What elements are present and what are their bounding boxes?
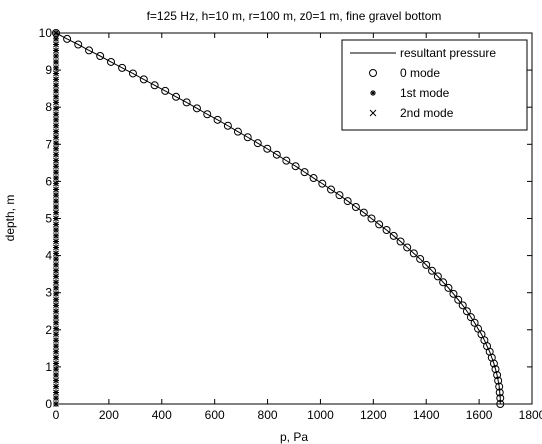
point-circle (327, 185, 336, 194)
y-tick-label: 2 (45, 323, 52, 337)
legend-label-mode0: 0 mode (400, 66, 440, 80)
x-tick-label: 1000 (307, 408, 334, 422)
point-circle (150, 81, 159, 90)
point-circle (309, 174, 318, 183)
legend-swatch-circle (369, 69, 377, 77)
x-axis-label: p, Pa (280, 430, 308, 444)
point-circle (335, 191, 344, 200)
x-tick-label: 800 (258, 408, 278, 422)
point-circle (272, 150, 281, 159)
point-circle (382, 226, 391, 235)
point-circle (496, 394, 505, 403)
series-0-mode (52, 29, 505, 408)
point-circle (389, 231, 398, 240)
legend-label-mode2: 2nd mode (400, 106, 454, 120)
point-circle (192, 104, 201, 113)
y-tick-label: 3 (45, 286, 52, 300)
point-circle (444, 283, 453, 292)
y-tick-label: 8 (45, 100, 52, 114)
y-tick-label: 5 (45, 212, 52, 226)
x-tick-label: 1400 (413, 408, 440, 422)
point-circle (454, 295, 463, 304)
legend-swatch-star (370, 90, 376, 96)
point-circle (491, 365, 500, 374)
point-circle (439, 278, 448, 287)
point-circle (422, 260, 431, 269)
y-tick-label: 9 (45, 63, 52, 77)
point-circle (223, 121, 232, 130)
y-tick-label: 1 (45, 360, 52, 374)
legend-label-mode1: 1st mode (400, 86, 450, 100)
x-tick-label: 1600 (466, 408, 493, 422)
x-tick-label: 200 (99, 408, 119, 422)
point-circle (161, 86, 170, 95)
point-circle (351, 202, 360, 211)
legend-label-resultant: resultant pressure (400, 46, 496, 60)
x-tick-label: 400 (152, 408, 172, 422)
plot-frame (55, 32, 533, 405)
point-circle (63, 34, 72, 43)
point-circle (359, 208, 368, 217)
point-circle (428, 266, 437, 275)
point-circle (213, 115, 222, 124)
point-circle (172, 92, 181, 101)
y-tick-label: 10 (39, 26, 53, 40)
x-tick-label: 1200 (360, 408, 387, 422)
point-circle (318, 179, 327, 188)
point-circle (343, 197, 352, 206)
point-circle (118, 63, 127, 72)
point-circle (489, 359, 498, 368)
point-circle (458, 301, 467, 310)
point-circle (300, 168, 309, 177)
y-tick-label: 6 (45, 174, 52, 188)
point-circle (470, 318, 479, 327)
chart-title: f=125 Hz, h=10 m, r=100 m, z0=1 m, fine … (147, 9, 442, 23)
point-circle (416, 254, 425, 263)
point-circle (462, 307, 471, 316)
point-circle (128, 69, 137, 78)
point-circle (494, 376, 503, 385)
legend-box (341, 39, 528, 131)
x-tick-label: 600 (205, 408, 225, 422)
point-circle (433, 272, 442, 281)
point-circle (182, 98, 191, 107)
point-circle (449, 289, 458, 298)
legend-swatch-x (369, 109, 377, 117)
x-tick-label: 0 (53, 408, 60, 422)
point-circle (291, 162, 300, 171)
y-tick-label: 0 (45, 397, 52, 411)
y-tick-label: 7 (45, 137, 52, 151)
y-tick-label: 4 (45, 249, 52, 263)
point-circle (466, 313, 475, 322)
point-circle (282, 156, 291, 165)
point-circle (367, 214, 376, 223)
point-circle (263, 144, 272, 153)
point-circle (495, 388, 504, 397)
point-circle (85, 46, 94, 55)
point-circle (203, 110, 212, 119)
point-circle (403, 243, 412, 252)
point-circle (74, 40, 83, 49)
point-circle (107, 57, 116, 66)
y-axis-label: depth, m (3, 195, 17, 242)
point-circle (474, 324, 483, 333)
point-circle (396, 237, 405, 246)
point-circle (243, 133, 252, 142)
series-resultant-pressure (55, 32, 501, 404)
point-circle (409, 249, 418, 258)
legend: resultant pressure 0 mode 1st mode 2nd m… (341, 39, 528, 131)
point-circle (495, 382, 504, 391)
point-circle (375, 220, 384, 229)
point-circle (233, 127, 242, 136)
series-line (55, 32, 501, 404)
point-circle (96, 52, 105, 61)
point-circle (493, 371, 502, 380)
point-circle (139, 75, 148, 84)
point-circle (253, 139, 262, 148)
